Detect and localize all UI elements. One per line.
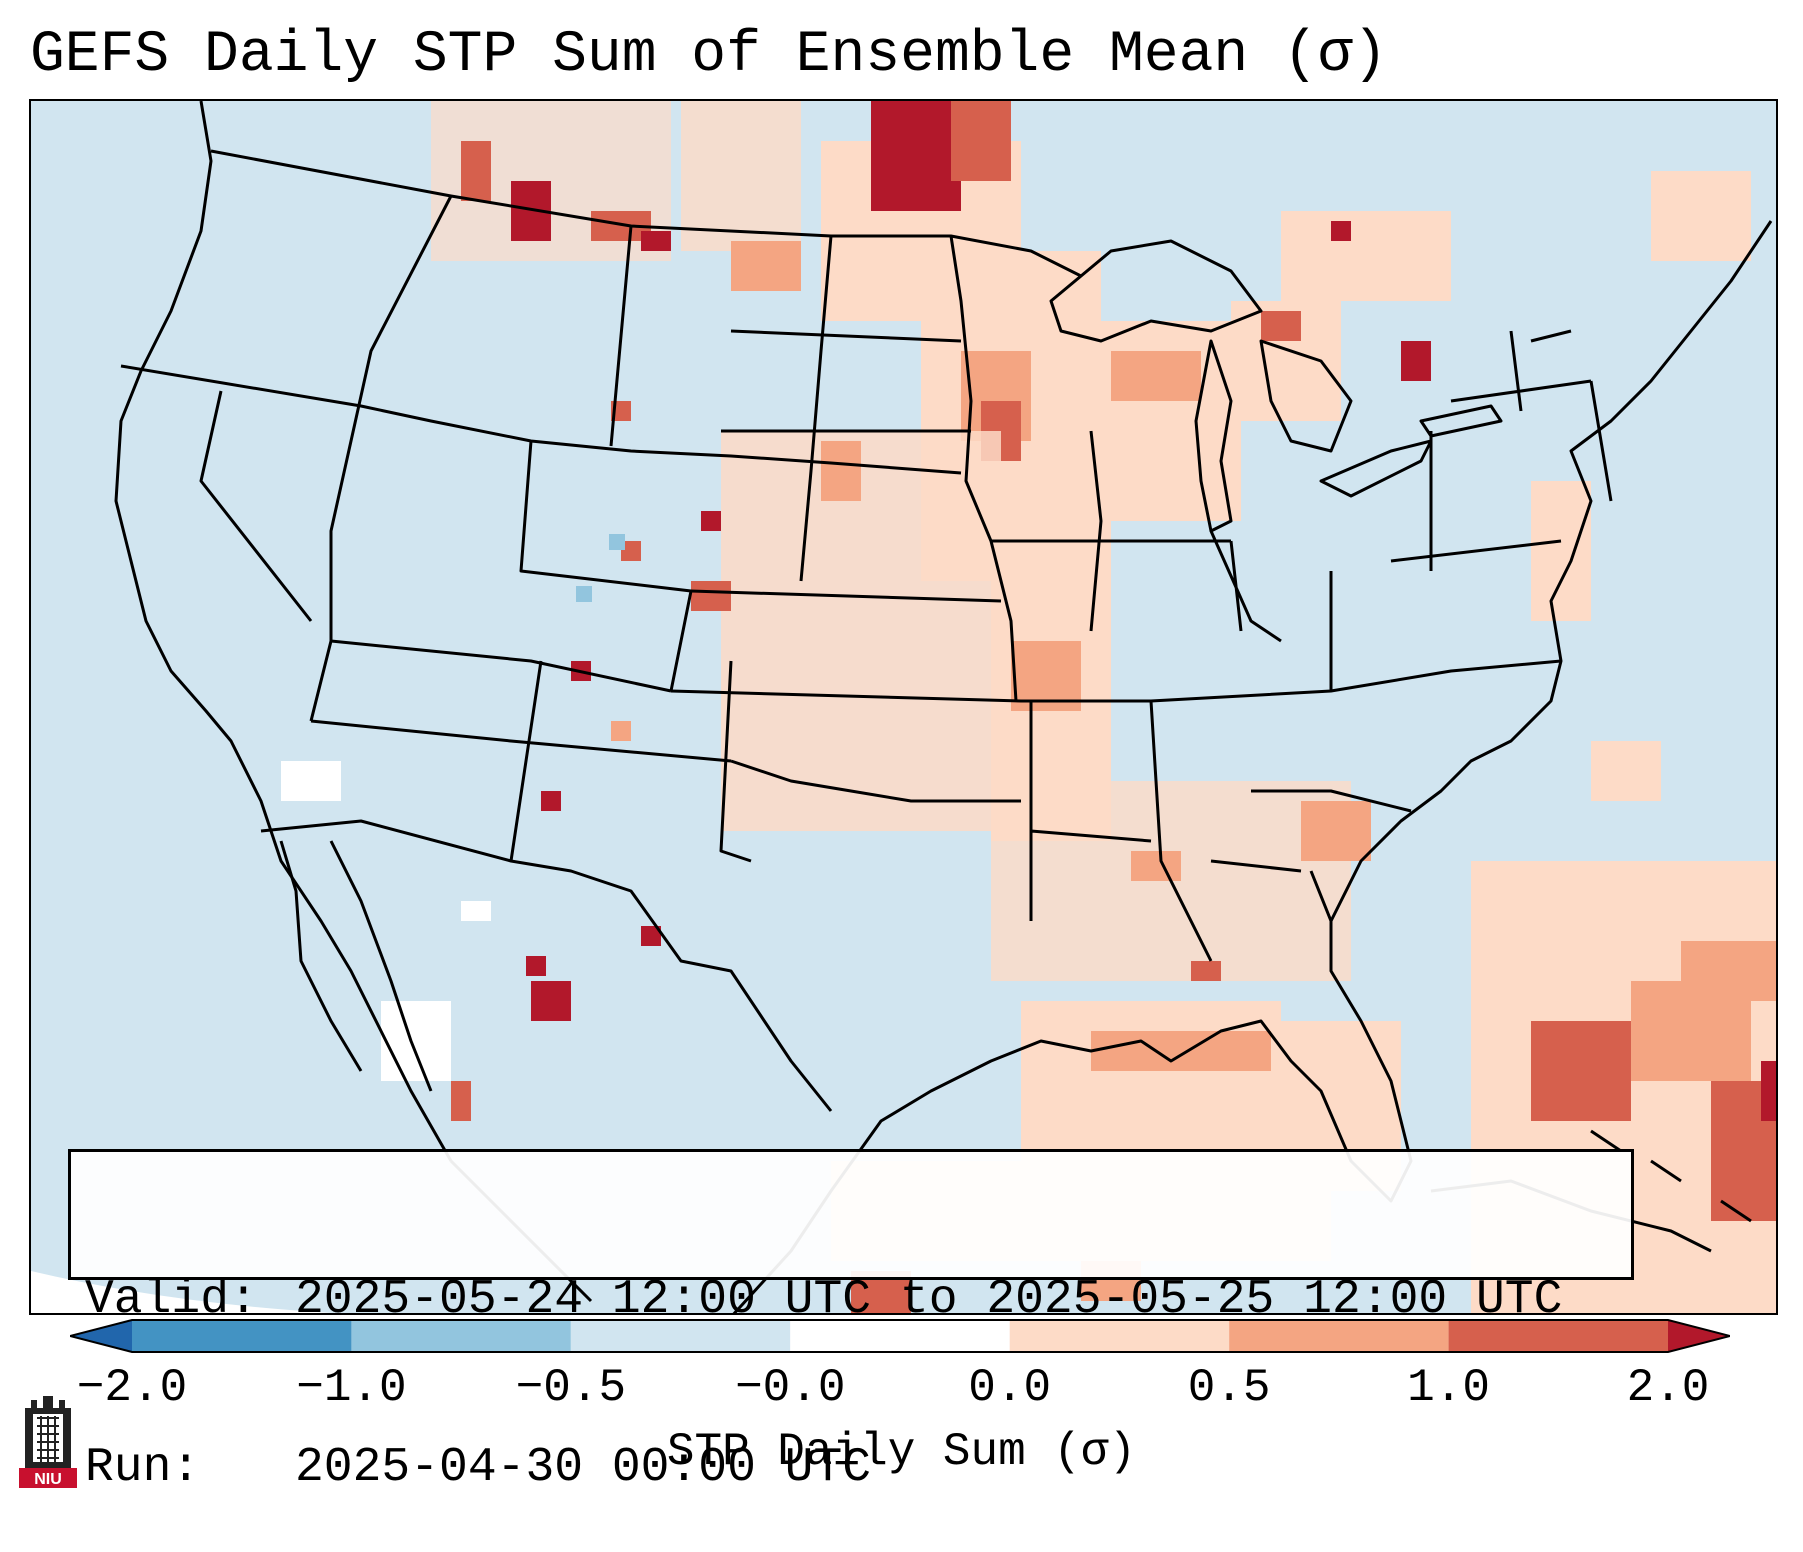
valid-value: 2025-05-24 12:00 UTC to 2025-05-25 12:00… [295, 1273, 1563, 1327]
anomaly-cell [1281, 211, 1451, 301]
colorbar-label: STP Daily Sum (σ) [666, 1426, 1137, 1478]
anomaly-cell [526, 956, 546, 976]
anomaly-cell [1331, 221, 1351, 241]
us-mexico-border [260, 819, 833, 1112]
colorbar-tick-label: −1.0 [296, 1362, 407, 1414]
state-border [1251, 789, 1412, 922]
validity-info-box: Valid: 2025-05-24 12:00 UTC to 2025-05-2… [68, 1149, 1634, 1495]
state-border [329, 195, 453, 641]
map-panel [29, 99, 1778, 1315]
anomaly-cell [701, 511, 721, 531]
lake-huron [1259, 339, 1353, 453]
anomaly-cell [1681, 941, 1776, 1001]
map-svg [31, 101, 1776, 1313]
colorbar-tick-label: 2.0 [1626, 1362, 1710, 1414]
anomaly-cell [641, 926, 661, 946]
colorbar-over-arrow [1668, 1320, 1730, 1352]
state-border [1150, 431, 1562, 703]
colorbar-tick-label: −0.0 [735, 1362, 846, 1414]
anomaly-cell [1761, 1061, 1776, 1121]
anomaly-cell [541, 791, 561, 811]
anomaly-cell [461, 141, 491, 201]
valid-label: Valid: [85, 1273, 258, 1327]
run-value: 2025-04-30 00:00 UTC [295, 1441, 872, 1495]
colorbar-tick-label: 1.0 [1407, 1362, 1490, 1414]
anomaly-cell [951, 101, 1011, 181]
state-border [310, 639, 732, 862]
anomaly-cell-negative [576, 586, 592, 602]
pacific-coastline [114, 101, 453, 1162]
colorbar-bin [351, 1320, 571, 1352]
anomaly-cell [641, 231, 671, 251]
colorbar-tick-label: −0.5 [515, 1362, 627, 1414]
colorbar-bin [1229, 1320, 1449, 1352]
state-border [120, 364, 962, 475]
missing-data-cell [281, 761, 341, 801]
anomaly-cell [1111, 351, 1201, 401]
colorbar-bin [570, 1320, 791, 1352]
valid-row: Valid: 2025-05-24 12:00 UTC to 2025-05-2… [85, 1272, 1617, 1328]
anomaly-cell [1301, 801, 1371, 861]
anomaly-cell [1651, 171, 1751, 261]
colorbar-bin [1009, 1320, 1230, 1352]
state-border [519, 440, 693, 692]
anomaly-cell [611, 721, 631, 741]
anomaly-cell [531, 981, 571, 1021]
state-border [949, 235, 1018, 702]
anomaly-cell [1191, 961, 1221, 981]
state-border [199, 390, 333, 722]
bahamas-coastline [1590, 1129, 1752, 1223]
state-border [991, 430, 1282, 643]
anomaly-cell [1261, 311, 1301, 341]
colorbar-bin [1448, 1320, 1668, 1352]
colorbar-ticks: −2.0 −1.0 −0.5 −0.0 0.0 0.5 1.0 2.0 [0, 1360, 1803, 1420]
run-row: Run: 2025-04-30 00:00 UTC [85, 1440, 1617, 1496]
colorbar-bin [790, 1320, 1010, 1352]
anomaly-cell [621, 541, 641, 561]
anomaly-cell [1401, 341, 1431, 381]
state-border [1450, 329, 1613, 502]
baja-coastline [279, 840, 433, 1092]
state-border [670, 329, 1151, 703]
colorbar-outline [70, 1319, 1730, 1353]
anomaly-cell [1531, 1021, 1631, 1121]
lake-erie [1319, 439, 1433, 498]
missing-data-cell [381, 1001, 451, 1081]
colorbar-tick-label: 0.5 [1187, 1362, 1271, 1414]
anomaly-cell [1091, 1031, 1271, 1071]
anomaly-cell [1131, 851, 1181, 881]
anomaly-cell [821, 441, 861, 501]
missing-data-cell [461, 901, 491, 921]
anomaly-cell [871, 101, 961, 211]
state-border [609, 225, 833, 582]
anomaly-cell [451, 1081, 471, 1121]
anomaly-cell [1531, 481, 1591, 621]
lake-superior [1049, 239, 1263, 343]
university-tower-icon: NIU [19, 1396, 77, 1488]
lake-michigan [1194, 339, 1233, 533]
anomaly-cell [1011, 641, 1081, 711]
niu-logo-text: NIU [34, 1471, 62, 1488]
colorbar [70, 1319, 1730, 1353]
lake-ontario [1419, 404, 1503, 438]
coastlines-and-borders [114, 101, 1773, 1313]
colorbar-tick-label: −2.0 [76, 1362, 188, 1414]
chart-title: GEFS Daily STP Sum of Ensemble Mean (σ) [30, 23, 1388, 88]
anomaly-cell [731, 241, 801, 291]
anomaly-cell-negative [609, 534, 625, 550]
colorbar-tick-label: 0.0 [968, 1362, 1052, 1414]
colorbar-bin [132, 1320, 352, 1352]
run-label: Run: [85, 1441, 201, 1495]
outside-projection-area [31, 1271, 332, 1313]
colorbar-under-arrow [70, 1320, 132, 1352]
anomaly-cell [681, 101, 801, 251]
anomaly-cell [1591, 741, 1661, 801]
state-border [1029, 700, 1302, 962]
state-border [719, 660, 1021, 863]
anomaly-cell [691, 581, 731, 611]
